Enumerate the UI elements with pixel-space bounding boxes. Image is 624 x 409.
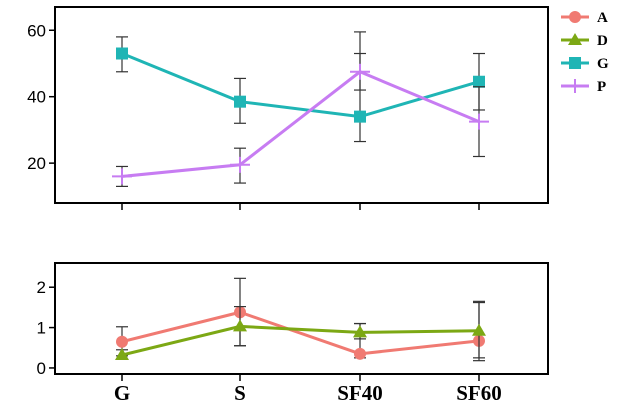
- point-p-sf60: [469, 113, 489, 130]
- legend-label-d: D: [597, 33, 608, 49]
- legend-label-a: A: [597, 10, 608, 26]
- x-category-label-sf60: SF60: [456, 381, 502, 405]
- point-d-sf60: [472, 323, 486, 336]
- legend-marker: [569, 57, 581, 69]
- point-a-sf40: [354, 347, 366, 360]
- legend-label-g: G: [597, 56, 609, 72]
- legend-marker: [569, 11, 581, 23]
- point-g-sf40: [354, 110, 366, 123]
- series-line-p: [121, 70, 480, 178]
- legend-item-d: D: [561, 33, 608, 49]
- x-category-label-g: G: [114, 381, 130, 405]
- plot-frame-lower: [54, 262, 549, 375]
- y-tick-label-lower-2: 2: [37, 278, 46, 297]
- upper-panel: 20 40 60: [27, 6, 549, 210]
- point-p-s: [230, 156, 250, 173]
- y-tick-label-lower-0: 0: [37, 359, 46, 378]
- point-d-s: [233, 319, 247, 332]
- point-g-g: [116, 47, 128, 60]
- point-d-g: [115, 348, 129, 361]
- y-tick-label-lower-1: 1: [37, 319, 46, 338]
- series-line-d: [121, 324, 480, 357]
- y-tick-label-upper-1: 40: [27, 88, 46, 107]
- plot-frame-upper: [54, 6, 549, 204]
- y-tick-label-upper-0: 20: [27, 154, 46, 173]
- series-line-a: [121, 310, 480, 356]
- legend-label-p: P: [597, 79, 606, 95]
- point-g-sf60: [473, 75, 485, 88]
- point-p-sf40: [350, 63, 370, 80]
- point-d-sf40: [353, 325, 367, 338]
- x-category-label-sf40: SF40: [337, 381, 383, 405]
- legend-item-g: G: [561, 56, 609, 72]
- point-a-g: [116, 335, 128, 348]
- point-p-g: [112, 168, 132, 185]
- x-category-label-s: S: [234, 381, 246, 405]
- lower-panel: 0 1 2: [37, 262, 549, 381]
- legend-marker: [568, 33, 582, 45]
- legend-item-a: A: [561, 10, 608, 26]
- point-g-s: [234, 95, 246, 108]
- series-line-g: [121, 52, 480, 119]
- x-axis: G S SF40 SF60: [114, 381, 502, 405]
- legend-item-p: P: [561, 79, 606, 95]
- y-tick-label-upper-2: 60: [27, 21, 46, 40]
